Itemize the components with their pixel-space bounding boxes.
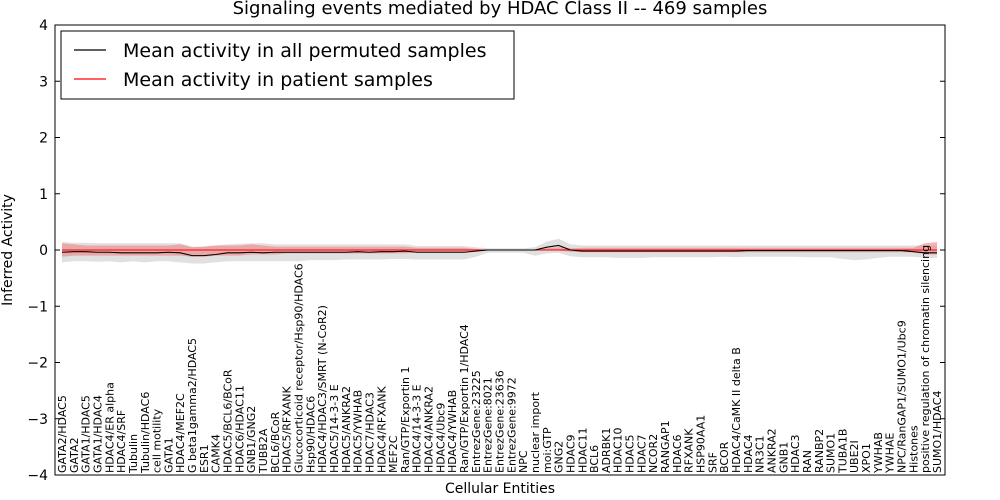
x-category-label: GNB1/GNG2: [245, 406, 258, 473]
x-category-label: HDAC10: [612, 427, 625, 473]
x-category-label: HDAC4/Ubc9: [434, 403, 447, 473]
x-category-label: GATA1: [162, 437, 175, 473]
x-category-label: TUBA1B: [836, 429, 849, 474]
legend-label-patient: Mean activity in patient samples: [123, 69, 433, 91]
x-category-label: HDAC6: [671, 434, 684, 473]
y-tick-label: −1: [27, 299, 48, 315]
x-category-label: EntrezGene:8021: [482, 377, 495, 473]
x-category-label: YWHAB: [872, 432, 885, 474]
x-category-label: BCL6/BCoR: [269, 411, 282, 473]
x-category-label: HDAC7/HDAC3: [363, 392, 376, 473]
x-category-label: Hsp90/HDAC6: [304, 396, 317, 473]
x-category-label: CAMK4: [210, 434, 223, 473]
x-category-label: EntrezGene:23636: [494, 370, 507, 473]
x-category-label: HDAC4/ANKRA2: [423, 386, 436, 473]
x-category-label: HDAC4/RFXANK: [375, 385, 388, 473]
x-category-label: HDAC5: [624, 434, 637, 473]
y-tick-label: 3: [39, 74, 48, 90]
x-category-label: HDAC9: [564, 434, 577, 473]
x-category-label: SRF: [706, 452, 719, 473]
x-category-label: HDAC4: [742, 434, 755, 473]
x-category-label: Tubulin/HDAC6: [139, 392, 152, 474]
x-category-label: MEF2C: [387, 435, 400, 473]
permuted-range-band: [62, 238, 937, 264]
x-category-label: SUMO1: [825, 433, 838, 473]
x-category-label: Histones: [907, 425, 920, 473]
y-tick-label: 1: [39, 187, 48, 203]
x-category-label: GATA2/HDAC5: [56, 395, 69, 473]
x-category-label: EntrezGene:23225: [470, 370, 483, 473]
x-category-label: HDAC11: [576, 427, 589, 473]
x-category-label: Ran/GTP/Exportin 1/HDAC4: [458, 324, 471, 473]
legend-frame: [60, 30, 515, 100]
x-category-label: EntrezGene:9972: [505, 377, 518, 473]
y-tick-label: 0: [39, 243, 48, 259]
x-category-label: TUBB2A: [257, 428, 270, 474]
x-category-label: GNG2: [553, 441, 566, 473]
x-category-label: GATA1/HDAC5: [80, 395, 93, 473]
chart-title: Signaling events mediated by HDAC Class …: [233, 0, 768, 19]
y-tick-label: −3: [27, 412, 48, 428]
x-category-label: YWHAE: [884, 433, 897, 474]
x-category-label: GATA1/HDAC4: [91, 395, 104, 473]
x-category-label: UBE2I: [848, 440, 861, 473]
y-tick-label: −4: [27, 468, 48, 484]
x-category-label: HDAC4/ER alpha: [103, 382, 116, 473]
series-line-permuted: [61, 244, 937, 257]
patient-range-band: [62, 242, 937, 257]
x-category-label: HSP90AA1: [695, 415, 708, 473]
x-axis-category-labels: GATA2/HDAC5GATA2GATA1/HDAC5GATA1/HDAC4HD…: [56, 245, 944, 474]
x-category-label: RFXANK: [683, 428, 696, 473]
x-category-label: NPC: [517, 450, 530, 473]
x-category-label: NPC/RanGAP1/SUMO1/Ubc9: [896, 320, 909, 473]
x-axis-title: Cellular Entities: [445, 481, 555, 497]
x-category-label: HDAC4/14-3-3 E: [411, 384, 424, 473]
x-category-label: HDAC4/SRF: [115, 410, 128, 473]
x-category-label: HDAC7: [635, 434, 648, 473]
x-category-label: Ran/GTP/Exportin 1: [399, 366, 412, 473]
x-category-label: XPO1: [860, 443, 873, 473]
legend: Mean activity in all permuted samples Me…: [60, 30, 515, 100]
x-category-label: SUMO1/HDAC4: [931, 391, 944, 473]
y-tick-label: −2: [27, 356, 48, 372]
x-category-label: GATA2: [68, 437, 81, 473]
x-category-label: ADRBK1: [600, 428, 613, 473]
x-category-label: G beta1gamma2/HDAC5: [186, 338, 199, 473]
x-category-label: Tubulin: [127, 434, 140, 474]
y-tick-label: 4: [39, 18, 48, 34]
x-category-label: HDAC5/BCL6/BCoR: [222, 369, 235, 473]
x-category-label: HDAC4/HDAC3/SMRT (N-CoR2): [316, 305, 329, 473]
x-category-label: positive regulation of chromatin silenci…: [919, 245, 932, 473]
x-category-label: HDAC4/YWHAB: [446, 390, 459, 473]
x-category-label: HDAC3: [789, 434, 802, 473]
x-category-label: ESR1: [198, 444, 211, 473]
x-category-label: moi:GTP: [541, 427, 554, 473]
x-category-label: RAN: [801, 450, 814, 473]
x-category-label: HDAC6/HDAC11: [233, 385, 246, 473]
y-tick-label: 2: [39, 131, 48, 147]
x-category-label: BCOR: [718, 441, 731, 473]
x-category-label: HDAC5/YWHAB: [352, 390, 365, 473]
x-category-label: nuclear import: [529, 391, 542, 473]
x-category-label: cell motility: [151, 408, 164, 473]
x-category-label: BCL6: [588, 445, 601, 473]
x-category-label: ANKRA2: [765, 428, 778, 473]
x-category-label: HDAC5/14-3-3 E: [328, 384, 341, 473]
plot-area: [61, 238, 937, 264]
x-category-label: Glucocorticoid receptor/Hsp90/HDAC6: [292, 263, 305, 473]
x-category-label: RANBP2: [813, 429, 826, 473]
x-category-label: HDAC4/MEF2C: [174, 393, 187, 473]
x-category-label: RANGAP1: [659, 420, 672, 473]
legend-label-permuted: Mean activity in all permuted samples: [123, 40, 486, 62]
x-category-label: HDAC4/CaMK II delta B: [730, 347, 743, 473]
x-category-label: HDAC5/RFXANK: [281, 385, 294, 473]
x-category-label: GNB1: [777, 442, 790, 473]
y-axis-title: Inferred Activity: [0, 194, 16, 306]
x-category-label: NCOR2: [647, 434, 660, 473]
x-category-label: HDAC5/ANKRA2: [340, 386, 353, 473]
x-category-label: NR3C1: [754, 435, 767, 473]
y-axis: −4 −3 −2 −1 0 1 2 3 4: [27, 18, 945, 484]
